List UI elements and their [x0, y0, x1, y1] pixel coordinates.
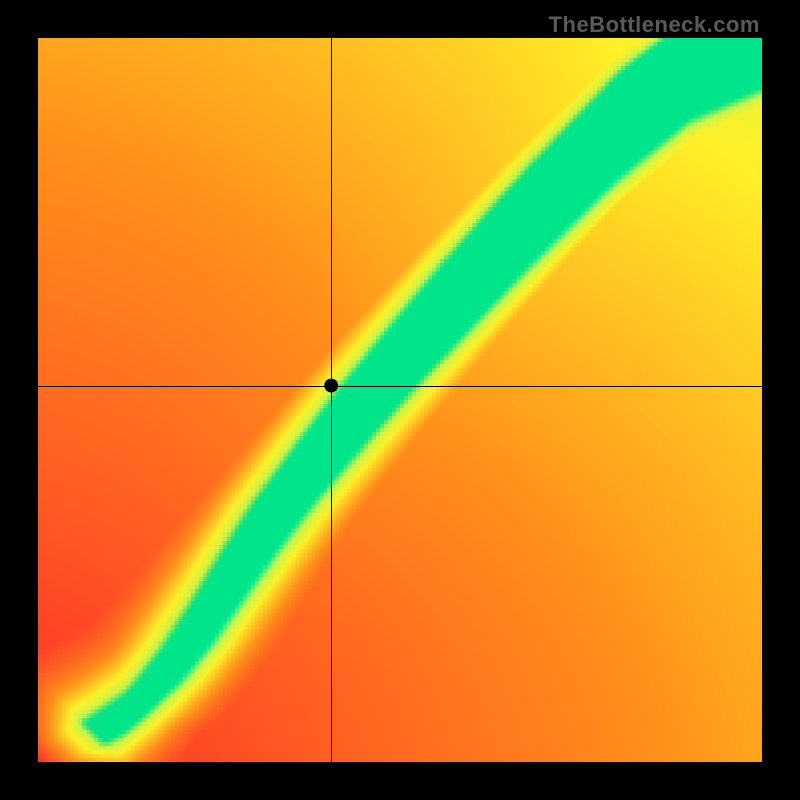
crosshair-overlay: [38, 38, 762, 762]
watermark-label: TheBottleneck.com: [549, 12, 760, 38]
plot-area: [38, 38, 762, 762]
